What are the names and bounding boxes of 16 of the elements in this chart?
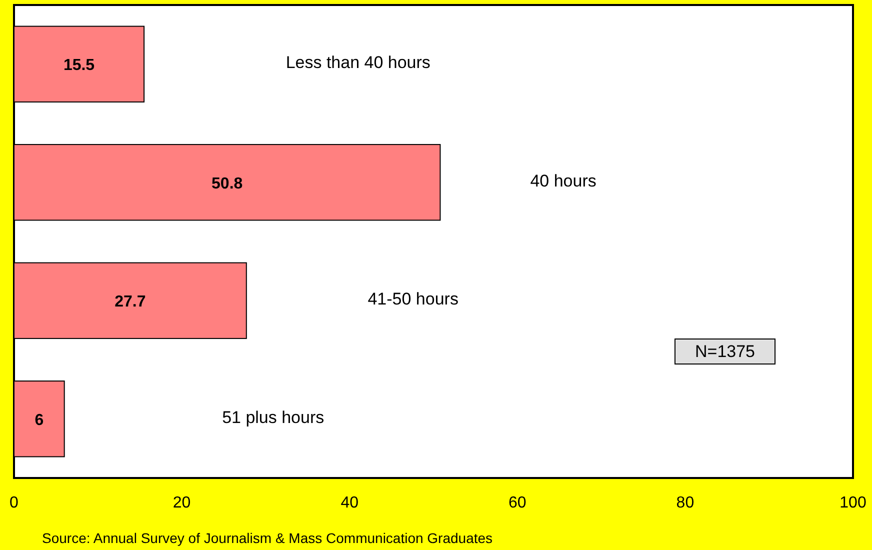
x-tick-label: 60	[508, 494, 526, 512]
x-tick-label: 0	[10, 494, 19, 512]
source-note: Source: Annual Survey of Journalism & Mass Communication Graduates	[42, 530, 493, 546]
annotation: N=1375	[694, 342, 756, 361]
y-tick-label: Less than 40 hours	[286, 53, 430, 72]
x-tick-label: 100	[840, 494, 866, 512]
x-tick-label: 20	[172, 494, 191, 512]
x-tick-label: 40	[340, 494, 359, 512]
y-tick-label: 51 plus hours	[222, 408, 324, 427]
data-label: 50.8	[212, 175, 243, 192]
data-label: 6	[34, 412, 44, 429]
data-label: 27.7	[114, 294, 146, 311]
data-label: 15.5	[63, 57, 95, 74]
y-tick-label: 40 hours	[530, 171, 596, 190]
y-tick-label: 41-50 hours	[368, 290, 458, 309]
x-tick-label: 80	[676, 494, 694, 512]
